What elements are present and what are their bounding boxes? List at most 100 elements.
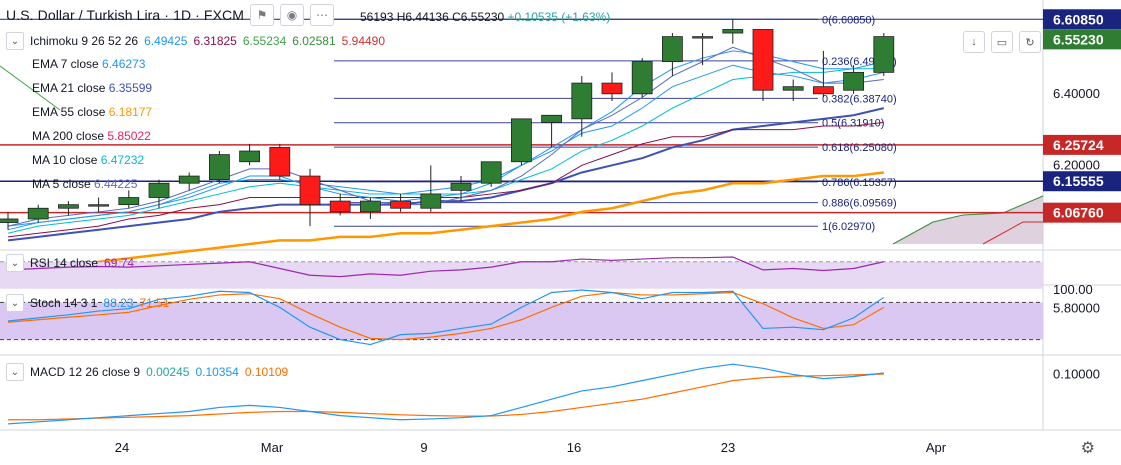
candle-body: [239, 150, 261, 163]
candle-body: [601, 82, 623, 95]
gear-icon[interactable]: ⚙: [1080, 440, 1095, 457]
candle-body: [571, 82, 593, 120]
candle-body: [450, 182, 472, 191]
ema21-legend[interactable]: EMA 21 close 6.35599: [32, 81, 153, 95]
ichimoku-v2: 6.31825: [193, 34, 237, 48]
stoch-d-value: 71.51: [139, 296, 170, 310]
fib-label: 0.618(6.25080): [822, 142, 897, 154]
stoch-k-line: [7, 289, 885, 346]
stoch-legend[interactable]: ⌄ Stoch 14 3 1 88.23 71.51: [6, 294, 169, 312]
refresh-icon[interactable]: ↻: [1019, 31, 1041, 53]
price-tick: 5.80000: [1053, 300, 1100, 315]
price-tick: 6.40000: [1053, 86, 1100, 101]
candle-body: [752, 29, 774, 91]
symbol-name: U.S. Dollar / Turkish Lira: [6, 7, 161, 23]
time-tick: 23: [721, 440, 735, 455]
more-dots-icon[interactable]: ⋯: [309, 4, 334, 26]
macd-label: MACD 12 26 close 9: [30, 365, 141, 379]
ichimoku-legend[interactable]: ⌄ Ichimoku 9 26 52 26 6.49425 6.31825 6.…: [6, 32, 385, 50]
rsi-band: [0, 261, 1043, 289]
symbol-title[interactable]: U.S. Dollar / Turkish Lira · 1D · FXCM: [6, 7, 244, 23]
ema7-line: [7, 64, 884, 231]
rsi-value: 69.74: [104, 256, 135, 270]
chart-header: U.S. Dollar / Turkish Lira · 1D · FXCM ⚑…: [0, 0, 334, 30]
time-tick: 9: [420, 440, 427, 455]
macd-hist-value: 0.00245: [146, 365, 190, 379]
fib-label: 1(6.02970): [822, 221, 875, 233]
ohlc-values: 56193 H6.44136 C6.55230 +0.10535 (+1.63%…: [360, 10, 611, 24]
interval-label: 1D: [173, 7, 192, 23]
ma10-legend[interactable]: MA 10 close 6.47232: [32, 153, 145, 167]
ma5-legend[interactable]: MA 5 close 6.44225: [32, 177, 138, 191]
chikou-span: [0, 65, 61, 111]
arrow-down-icon[interactable]: ↓: [963, 31, 985, 53]
ma200-legend[interactable]: MA 200 close 5.85022: [32, 129, 151, 143]
time-tick: 24: [115, 440, 129, 455]
stoch-d-line: [7, 291, 885, 341]
rsi-label: RSI 14 close: [30, 256, 99, 270]
ichimoku-label: Ichimoku 9 26 52 26: [30, 34, 139, 48]
eye-icon[interactable]: ◉: [279, 4, 304, 26]
ema55-legend[interactable]: EMA 55 close 6.18177: [32, 105, 153, 119]
ma5-line: [7, 46, 884, 227]
price-badge-label: 6.15555: [1053, 173, 1104, 189]
fib-label: 0.886(6.09569): [822, 198, 897, 210]
fib-label: 0.382(6.38740): [822, 93, 897, 105]
ichimoku-v1: 6.49425: [144, 34, 188, 48]
candle-body: [843, 71, 864, 91]
moving-average-legend: EMA 7 close 6.46273 EMA 21 close 6.35599…: [32, 56, 152, 200]
macd-line: [7, 363, 884, 425]
macd-legend[interactable]: ⌄ MACD 12 26 close 9 0.00245 0.10354 0.1…: [6, 363, 288, 381]
time-tick: 16: [567, 440, 581, 455]
price-badge: [1043, 134, 1121, 155]
candle-body: [541, 114, 562, 123]
rsi-legend[interactable]: ⌄ RSI 14 close 69.74: [6, 254, 134, 272]
candle-body: [299, 175, 321, 206]
candle-body: [178, 175, 200, 184]
chevron-down-icon[interactable]: ⌄: [6, 32, 24, 50]
candle-body: [813, 86, 834, 95]
stoch-label: Stoch 14 3 1: [30, 296, 98, 310]
candle-body: [359, 200, 381, 213]
price-badge: [1043, 171, 1121, 192]
candle-body: [510, 118, 532, 163]
candle-body: [631, 61, 653, 95]
price-badge-label: 6.25724: [1053, 137, 1104, 153]
chevron-down-icon[interactable]: ⌄: [6, 363, 24, 381]
maximize-icon[interactable]: ▭: [991, 31, 1013, 53]
stoch-tick: 100.00: [1053, 282, 1093, 297]
macd-signal-line: [8, 373, 884, 421]
macd-tick: 0.10000: [1053, 366, 1100, 381]
candle-body: [58, 204, 79, 209]
candle-body: [269, 147, 291, 177]
ema55-line: [7, 171, 884, 274]
candle-body: [662, 36, 683, 63]
rsi-line: [7, 256, 884, 278]
ema7-legend[interactable]: EMA 7 close 6.46273: [32, 57, 146, 71]
stoch-band: [0, 302, 1043, 340]
macd-value: 0.10354: [195, 365, 239, 379]
candle-body: [208, 154, 230, 181]
price-badge-label: 6.60850: [1053, 11, 1104, 27]
candle-body: [0, 218, 19, 223]
candle-body: [692, 36, 713, 39]
candle-body: [118, 197, 140, 206]
price-badge: [1043, 202, 1121, 223]
chevron-down-icon[interactable]: ⌄: [6, 254, 24, 272]
price-badge: [1043, 29, 1121, 50]
candle-body: [722, 29, 744, 34]
candle-body: [480, 161, 502, 184]
candle-body: [782, 86, 804, 91]
fib-label: 0.786(6.15357): [822, 177, 897, 189]
price-badge-label: 6.06760: [1053, 205, 1104, 221]
candle-body: [329, 200, 351, 213]
price-badge-label: 6.55230: [1053, 31, 1104, 47]
candle-body: [148, 182, 170, 198]
chevron-down-icon[interactable]: ⌄: [6, 294, 24, 312]
stoch-k-value: 88.23: [103, 296, 134, 310]
flag-icon[interactable]: ⚑: [249, 4, 274, 26]
pane-tools: ↓ ▭ ↻: [963, 31, 1041, 53]
fib-label: 0(6.60850): [822, 14, 875, 26]
price-badge: [1043, 9, 1121, 30]
